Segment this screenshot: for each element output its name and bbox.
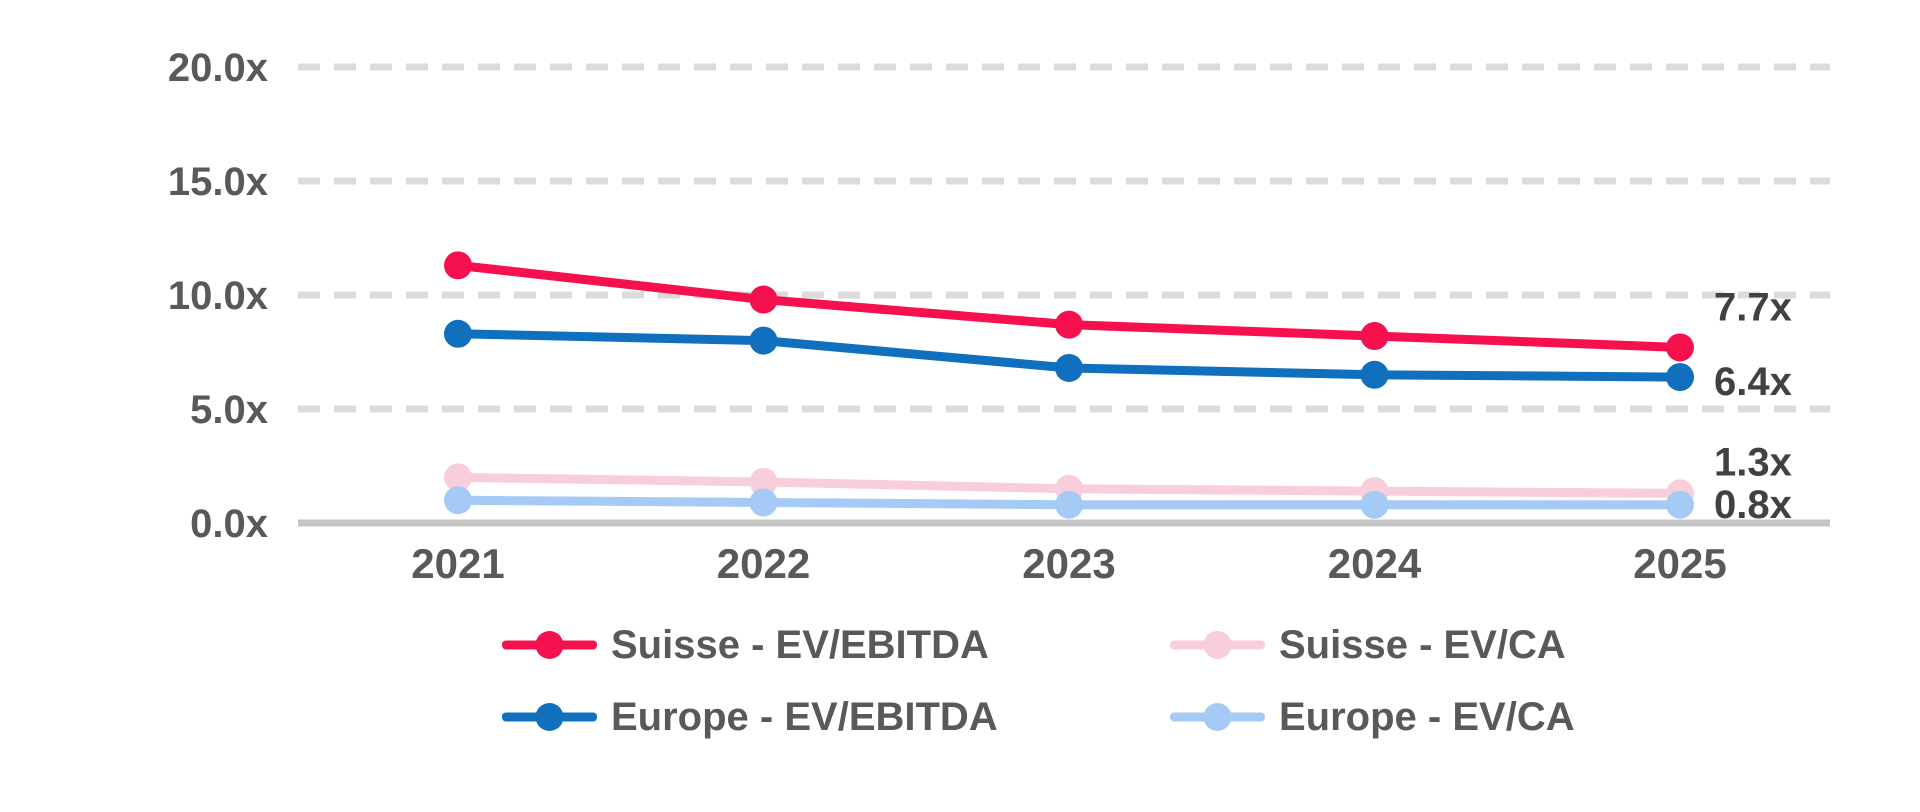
legend-label-suisse-ev-ca: Suisse - EV/CA <box>1279 622 1566 667</box>
point-europe-ev-ebitda-2025 <box>1666 363 1694 392</box>
point-suisse-ev-ebitda-2025 <box>1666 333 1694 362</box>
legend-item-suisse-ev-ca: Suisse - EV/CA <box>1170 622 1575 668</box>
point-europe-ev-ebitda-2024 <box>1360 360 1389 389</box>
legend-label-europe-ev-ebitda: Europe - EV/EBITDA <box>611 694 998 739</box>
legend-item-europe-ev-ca: Europe - EV/CA <box>1170 694 1575 740</box>
point-europe-ev-ca-2025 <box>1666 490 1694 519</box>
point-suisse-ev-ca-2021 <box>444 463 472 492</box>
x-tick-label-2024: 2024 <box>1328 540 1422 587</box>
end-label-europe-ev-ca: 0.8x <box>1714 483 1792 527</box>
y-tick-label-15-0x: 15.0x <box>168 160 268 204</box>
y-tick-label-20-0x: 20.0x <box>168 46 268 90</box>
point-suisse-ev-ca-2022 <box>749 467 778 496</box>
line-dot-marker-icon <box>1170 631 1265 659</box>
plot-area: 0.0x 5.0x 10.0x 15.0x 20.0x 2021 2022 2023 2024 2… <box>168 46 1830 587</box>
point-europe-ev-ebitda-2022 <box>749 326 778 355</box>
line-dot-marker-icon <box>502 703 597 731</box>
point-europe-ev-ebitda-2023 <box>1055 353 1083 382</box>
y-tick-label-10-0x: 10.0x <box>168 274 268 318</box>
point-europe-ev-ca-2023 <box>1055 490 1083 519</box>
end-label-europe-ev-ebitda: 6.4x <box>1714 360 1792 404</box>
y-tick-label-5-0x: 5.0x <box>190 388 268 432</box>
end-label-suisse-ev-ca: 1.3x <box>1714 440 1792 484</box>
multiples-line-chart: 0.0x 5.0x 10.0x 15.0x 20.0x 2021 2022 2023 2024 2… <box>40 16 1920 796</box>
line-dot-marker-icon <box>502 631 597 659</box>
point-europe-ev-ca-2024 <box>1360 490 1389 519</box>
chart-legend: Suisse - EV/EBITDA Suisse - EV/CA Europe… <box>502 622 1575 740</box>
point-suisse-ev-ebitda-2023 <box>1055 310 1083 339</box>
x-tick-label-2021: 2021 <box>411 540 504 587</box>
x-tick-label-2023: 2023 <box>1022 540 1115 587</box>
line-dot-marker-icon <box>1170 703 1265 731</box>
legend-item-europe-ev-ebitda: Europe - EV/EBITDA <box>502 694 1170 740</box>
point-europe-ev-ca-2022 <box>749 488 778 517</box>
legend-label-suisse-ev-ebitda: Suisse - EV/EBITDA <box>611 622 989 667</box>
y-tick-label-0-0x: 0.0x <box>190 502 268 546</box>
legend-label-europe-ev-ca: Europe - EV/CA <box>1279 694 1575 739</box>
point-suisse-ev-ebitda-2021 <box>444 251 472 280</box>
x-tick-label-2025: 2025 <box>1633 540 1726 587</box>
point-suisse-ev-ebitda-2024 <box>1360 322 1389 351</box>
x-tick-label-2022: 2022 <box>717 540 810 587</box>
point-europe-ev-ca-2021 <box>444 486 472 515</box>
point-suisse-ev-ebitda-2022 <box>749 285 778 314</box>
point-europe-ev-ebitda-2021 <box>444 319 472 348</box>
legend-item-suisse-ev-ebitda: Suisse - EV/EBITDA <box>502 622 1170 668</box>
end-label-suisse-ev-ebitda: 7.7x <box>1714 285 1792 329</box>
